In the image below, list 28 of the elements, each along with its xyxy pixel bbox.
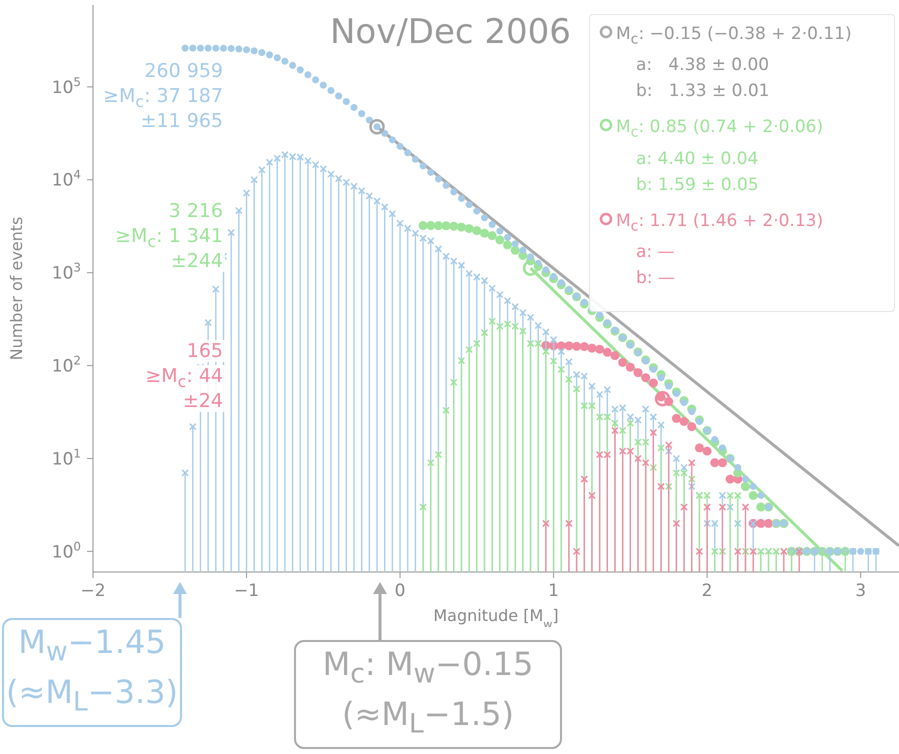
x-tick-label: 1	[548, 581, 559, 601]
annotation: 165	[184, 340, 225, 362]
chart-title: Nov/Dec 2006	[330, 12, 571, 52]
legend-label: M$_{c}$: 0.85 (0.74 + 2·0.06) a: 4.40 ± 0.04 b: 1.59 ± 0.05	[616, 116, 824, 197]
legend-label: M$_{c}$: −0.15 (−0.38 + 2·0.11) a: 4.38 ± 0.00 b: 1.33 ± 0.01	[616, 23, 852, 104]
y-axis-title: Number of events	[7, 216, 26, 360]
annotation: 3 216	[166, 200, 225, 222]
y-tick-label: 10$^{5}$	[52, 74, 81, 98]
x-tick-label: −1	[234, 581, 260, 601]
x-tick-label: 0	[394, 581, 406, 601]
annotation: ≥M$_{c}$: 1 341	[113, 225, 225, 251]
x-tick-label: 2	[702, 581, 713, 601]
annotation: 260 959	[142, 60, 225, 82]
legend-label: M$_{c}$: 1.71 (1.46 + 2·0.13) a: — b: —	[616, 210, 824, 290]
annotation: ±24	[180, 390, 225, 412]
callout-box: M$_{w}$−1.45 (≈M$_{L}$−3.3)	[2, 618, 182, 727]
x-tick-label: −2	[80, 581, 106, 601]
annotation: ±11 965	[138, 110, 225, 132]
y-tick-label: 10$^{0}$	[52, 539, 81, 562]
callout-box: M$_{c}$: M$_{w}$−0.15 (≈M$_{L}$−1.5)	[294, 640, 562, 749]
y-tick-label: 10$^{1}$	[52, 446, 81, 470]
x-tick-label: 3	[855, 581, 866, 601]
annotation: ±244	[168, 250, 225, 272]
annotation: ≥M$_{c}$: 37 187	[101, 85, 225, 111]
annotation: ≥M$_{c}$: 44	[143, 365, 225, 391]
y-tick-label: 10$^{3}$	[52, 260, 81, 284]
y-tick-label: 10$^{2}$	[52, 354, 81, 377]
y-tick-label: 10$^{4}$	[52, 168, 81, 191]
